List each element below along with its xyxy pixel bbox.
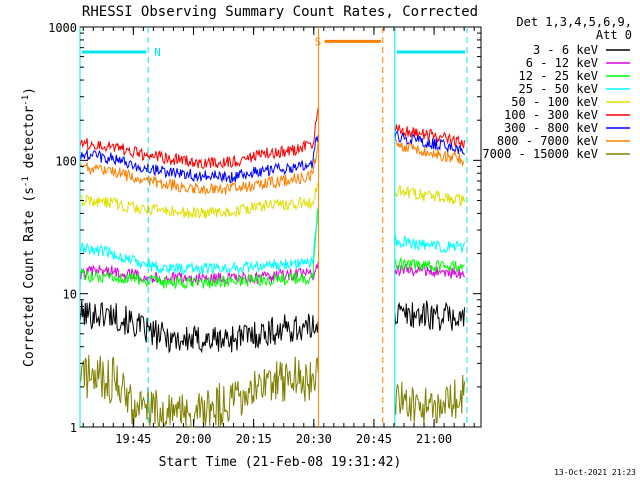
legend-label-3-6-kev: 3 - 6 keV [533,43,598,57]
series-line-7000-15000-kev-part2 [394,374,465,425]
y-axis-label-sup2: -1 [21,95,31,106]
x-tick-label-6: 21:00 [416,432,452,446]
x-axis: 19:45 20:00 20:15 20:30 20:45 21:00 [82,27,475,446]
x-tick-label-4: 20:30 [296,432,332,446]
x-tick-label-1: 19:45 [115,432,151,446]
series-line-800-7000-kev-part2 [394,138,465,167]
legend-header-2: Att 0 [596,28,632,42]
series-line-50-100-kev-part2 [394,185,465,207]
legend-header-1: Det 1,3,4,5,6,9, [516,15,632,29]
series-7000-15000-kev [79,354,465,428]
series-line-7000-15000-kev-part1 [79,354,319,428]
y-axis: 1 10 100 1000 [48,21,481,435]
series-line-300-800-kev-part2 [394,130,465,155]
series-12-25-kev [79,208,465,290]
plot-area: NS [79,26,482,428]
series-300-800-kev [79,130,465,184]
series-50-100-kev [79,182,465,219]
legend-label-25-50-kev: 25 - 50 keV [519,82,598,96]
x-tick-label-2: 20:00 [175,432,211,446]
x-axis-label: Start Time (21-Feb-08 19:31:42) [159,455,402,470]
vline-layer [79,27,468,427]
y-tick-label-1: 1 [70,421,77,435]
y-axis-label-sup1: -1 [21,176,31,187]
series-line-100-300-kev-part2 [394,124,465,149]
series-25-50-kev [79,209,465,276]
legend-label-800-7000-kev: 800 - 7000 keV [497,134,598,148]
flag-label-n: N [154,46,161,59]
footer-date: 13-Oct-2021 21:23 [554,468,636,477]
x-tick-label-3: 20:15 [236,432,272,446]
flag-label-s: S [315,35,322,48]
y-tick-label-2: 10 [63,288,77,302]
series-line-12-25-kev-part1 [79,208,319,290]
legend-label-50-100-kev: 50 - 100 keV [511,95,598,109]
legend-label-7000-15000-kev: 7000 - 15000 keV [482,147,598,161]
series-100-300-kev [79,108,465,169]
y-axis-label-end: ) [22,87,37,95]
legend-label-6-12-kev: 6 - 12 keV [526,56,598,70]
y-axis-label-main: Corrected Count Rate (s [22,187,37,367]
y-axis-label: Corrected Count Rate (s-1 detector-1) [21,87,37,367]
series-line-100-300-kev-part1 [79,108,319,169]
series-3-6-kev [79,300,465,354]
series-line-25-50-kev-part2 [394,235,465,254]
series-line-12-25-kev-part2 [394,256,465,273]
y-tick-label-4: 1000 [48,21,77,35]
chart-title: RHESSI Observing Summary Count Rates, Co… [82,4,478,20]
legend-label-12-25-kev: 12 - 25 keV [519,69,598,83]
series-line-6-12-kev-part2 [394,263,465,279]
series-800-7000-kev [79,138,465,196]
legend-label-300-800-kev: 300 - 800 keV [504,121,598,135]
series-line-800-7000-kev-part1 [79,141,319,196]
series-line-50-100-kev-part1 [79,182,319,219]
series-line-3-6-kev-part2 [394,300,465,331]
legend-label-100-300-kev: 100 - 300 keV [504,108,598,122]
series-layer [79,108,465,428]
flag-layer: NS [82,35,465,59]
series-line-300-800-kev-part1 [79,135,319,184]
x-tick-label-5: 20:45 [356,432,392,446]
y-tick-label-3: 100 [55,154,77,168]
y-axis-label-mid: detector [22,106,37,177]
series-line-25-50-kev-part1 [79,209,319,276]
series-line-3-6-kev-part1 [79,300,319,354]
